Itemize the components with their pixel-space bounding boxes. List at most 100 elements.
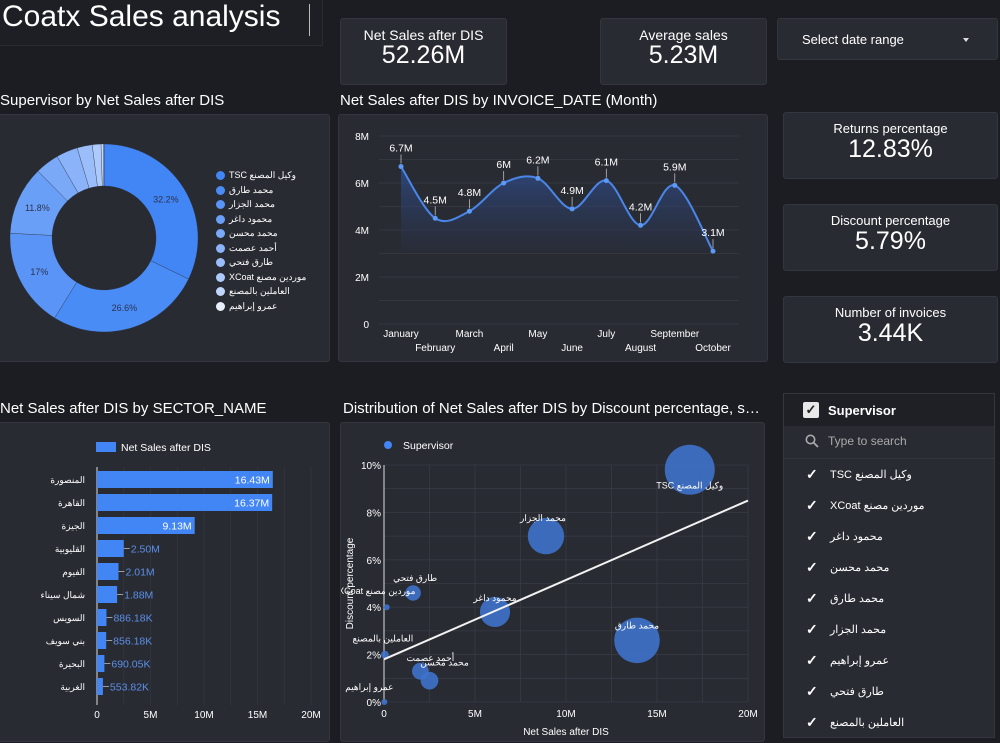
- checkmark-icon[interactable]: ✓: [806, 652, 818, 668]
- bar: [97, 632, 107, 649]
- legend-label: محمد طارق: [229, 184, 274, 195]
- checkmark-icon[interactable]: ✓: [806, 590, 818, 606]
- filter-item[interactable]: ✓ محمد محسن: [784, 552, 994, 582]
- x-tick-label: February: [415, 343, 455, 354]
- x-axis-title: Net Sales after DIS: [523, 727, 609, 738]
- y-tick-label: 6%: [367, 556, 382, 567]
- legend-label: محمود داغر: [229, 213, 273, 224]
- page-title[interactable]: Coatx Sales analysis: [2, 0, 281, 33]
- y-tick-label: 6M: [355, 179, 369, 190]
- filter-item[interactable]: ✓ TSC وكيل المصنع: [784, 459, 994, 489]
- line-chart-card: 0 2M 4M 6M 8M 6.7M 4.5M 4.8M 6M 6.2M 4.9M 6.1M 4.2M 5…: [338, 114, 768, 362]
- filter-item[interactable]: ✓ عمرو إبراهيم: [784, 645, 994, 675]
- filter-header[interactable]: ✓ Supervisor: [784, 394, 994, 426]
- bar-category-label: السويس: [53, 613, 85, 624]
- kpi-returns-percentage: Returns percentage 12.83%: [783, 112, 998, 179]
- bubble-label: محمود داغر: [472, 593, 516, 604]
- filter-item[interactable]: ✓ طارق فتحي: [784, 676, 994, 706]
- filter-item[interactable]: ✓ العاملين بالمصنع: [784, 707, 994, 737]
- checkmark-icon[interactable]: ✓: [806, 714, 818, 730]
- bar-data-label: 16.37M: [234, 498, 269, 510]
- title-box[interactable]: [0, 0, 323, 46]
- bar-chart-card: Net Sales after DIS المنصورة 16.43M القاهرة…: [0, 422, 330, 742]
- bar-category-label: الغربية: [60, 682, 85, 693]
- scatter-bubble: [381, 650, 389, 659]
- kpi-value: 5.79%: [855, 227, 926, 255]
- legend-label: عمرو إبراهيم: [229, 300, 278, 311]
- bubble-label: TSC وكيل المصنع: [656, 481, 723, 492]
- legend-label: محمد محسن: [229, 228, 278, 238]
- legend-dot-icon: [216, 272, 225, 282]
- filter-item[interactable]: ✓ محمد الجزار: [784, 614, 994, 644]
- checkmark-icon[interactable]: ✓: [806, 497, 818, 513]
- kpi-value: 52.26M: [381, 41, 466, 69]
- kpi-value: 5.23M: [648, 41, 719, 69]
- y-tick-label: 8M: [355, 132, 369, 143]
- x-tick-label: October: [695, 343, 731, 354]
- line-data-label: 4.2M: [629, 201, 652, 213]
- filter-item[interactable]: ✓ XCoat موردين مصنع: [784, 490, 994, 520]
- line-point: [672, 182, 678, 188]
- donut-data-label: 17%: [30, 267, 48, 277]
- x-tick-label: June: [561, 343, 583, 354]
- legend-label: محمد الجزار: [229, 199, 275, 209]
- filter-item-label: XCoat موردين مصنع: [830, 500, 925, 512]
- bar-category-label: القاهرة: [58, 498, 85, 509]
- checkmark-icon[interactable]: ✓: [806, 466, 818, 482]
- legend-dot-icon: [216, 243, 225, 253]
- search-input[interactable]: [828, 434, 978, 448]
- x-tick-label: 20M: [738, 709, 757, 720]
- filter-item-label: محمود داغر: [830, 531, 883, 543]
- x-tick-label: 0: [381, 709, 387, 720]
- checkmark-icon[interactable]: ✓: [806, 559, 818, 575]
- bar: [97, 517, 195, 534]
- x-tick-label: August: [625, 343, 656, 354]
- bar: [97, 563, 119, 580]
- checkmark-icon[interactable]: ✓: [806, 621, 818, 637]
- bar-category-label: بني سويف: [46, 636, 85, 647]
- filter-item-label: TSC وكيل المصنع: [830, 469, 912, 481]
- filter-item[interactable]: ✓ محمود داغر: [784, 521, 994, 551]
- bar-data-label: 690.05K: [111, 659, 150, 671]
- bar: [97, 586, 118, 603]
- bar-data-label: 9.13M: [163, 521, 192, 533]
- search-icon: [805, 434, 819, 448]
- filter-item[interactable]: ✓ محمد طارق: [784, 583, 994, 613]
- scatter-chart: Supervisor 0% 2% 4% 6% 8% 10% 0 5M 10M 15M 20M Net S…: [341, 440, 758, 738]
- bar-data-label: 16.43M: [235, 475, 270, 487]
- bar: [97, 540, 124, 557]
- kpi-label: Average sales: [639, 27, 728, 43]
- legend-dot-icon: [384, 441, 392, 449]
- bar-data-label: 2.01M: [126, 567, 155, 579]
- bar: [97, 471, 273, 488]
- line-data-label: 4.5M: [424, 194, 447, 206]
- legend-swatch-icon: [96, 442, 116, 452]
- bar-data-label: 886.18K: [113, 613, 152, 625]
- checkmark-icon[interactable]: ✓: [806, 528, 818, 544]
- checkmark-icon[interactable]: ✓: [806, 683, 818, 699]
- line-point: [535, 175, 541, 181]
- line-data-label: 6.7M: [389, 143, 412, 155]
- line-data-label: 3.1M: [701, 227, 724, 239]
- kpi-net-sales: Net Sales after DIS 52.26M: [340, 18, 507, 85]
- kpi-average-sales: Average sales 5.23M: [600, 18, 767, 85]
- kpi-value: 3.44K: [857, 319, 924, 347]
- scatter-bubble: [527, 517, 565, 555]
- y-tick-label: 10%: [361, 461, 381, 472]
- date-range-select[interactable]: Select date range: [777, 18, 998, 60]
- donut-slice: [103, 143, 105, 187]
- filter-item-label: طارق فتحي: [830, 686, 884, 698]
- scatter-chart-title: Distribution of Net Sales after DIS by D…: [343, 400, 760, 417]
- bar-category-label: القليوبية: [55, 544, 85, 555]
- line-point: [466, 208, 472, 214]
- bubble-label: أحمد عصمت: [407, 651, 455, 663]
- kpi-number-of-invoices: Number of invoices 3.44K: [783, 296, 998, 363]
- filter-item-label: محمد الجزار: [830, 624, 887, 636]
- legend-dot-icon: [216, 258, 225, 267]
- bar: [97, 655, 105, 672]
- select-all-checkbox[interactable]: ✓: [803, 402, 819, 418]
- donut-data-label: 11.8%: [25, 203, 50, 213]
- line-point: [638, 222, 644, 228]
- bar-category-label: الجيزة: [62, 521, 85, 532]
- legend-dot-icon: [216, 287, 225, 296]
